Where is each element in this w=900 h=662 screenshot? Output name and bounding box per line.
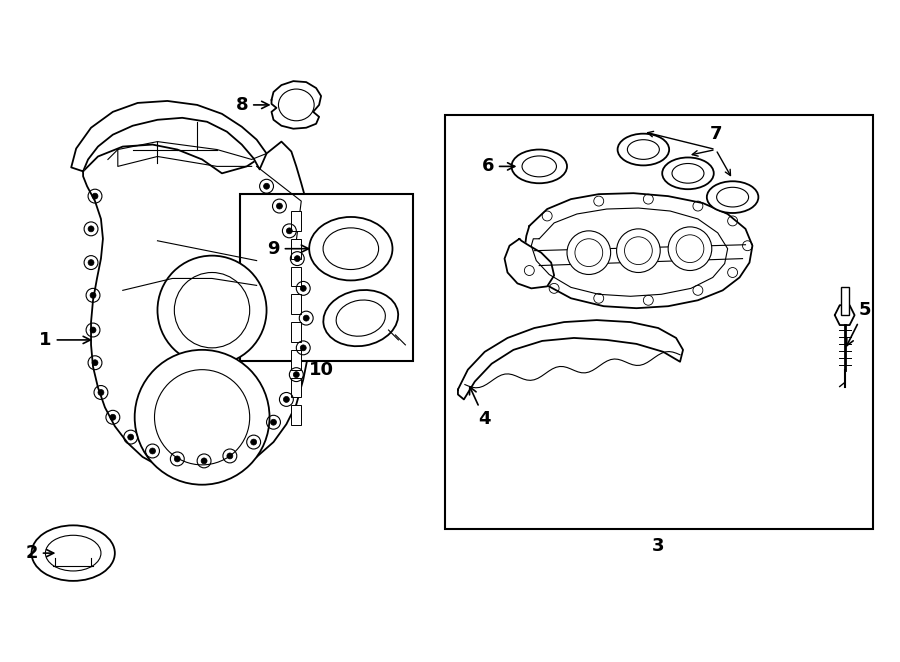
Circle shape (92, 193, 98, 199)
Circle shape (92, 359, 98, 365)
Circle shape (301, 345, 306, 351)
Circle shape (110, 414, 116, 420)
Bar (292, 267, 302, 287)
Circle shape (128, 434, 134, 440)
Circle shape (271, 419, 276, 425)
Circle shape (135, 350, 269, 485)
Circle shape (88, 260, 94, 265)
Text: 8: 8 (236, 96, 269, 114)
Circle shape (616, 229, 661, 273)
Circle shape (264, 183, 269, 189)
Polygon shape (83, 142, 313, 475)
Circle shape (175, 456, 180, 462)
Circle shape (149, 448, 156, 454)
Circle shape (227, 453, 233, 459)
Bar (445, 115, 873, 530)
Circle shape (98, 389, 104, 395)
Circle shape (294, 256, 301, 261)
Ellipse shape (662, 158, 714, 189)
Bar (239, 194, 413, 361)
Circle shape (286, 228, 292, 234)
Circle shape (158, 256, 266, 365)
Bar (292, 322, 302, 342)
Ellipse shape (310, 217, 392, 281)
Text: 1: 1 (40, 331, 90, 349)
Bar (292, 239, 302, 259)
Circle shape (567, 231, 610, 275)
Text: 10: 10 (309, 361, 334, 379)
Ellipse shape (32, 526, 115, 581)
Text: 6: 6 (482, 158, 515, 175)
Circle shape (88, 226, 94, 232)
Circle shape (303, 315, 310, 321)
Bar (292, 295, 302, 314)
Text: 3: 3 (652, 537, 664, 555)
Bar (292, 377, 302, 397)
Polygon shape (834, 305, 855, 325)
Polygon shape (525, 193, 752, 308)
Text: 7: 7 (709, 124, 722, 143)
Polygon shape (505, 239, 554, 289)
Polygon shape (458, 320, 683, 399)
Circle shape (301, 285, 306, 291)
Circle shape (90, 327, 96, 333)
Text: 5: 5 (847, 301, 870, 346)
Circle shape (284, 397, 290, 402)
Bar (841, 287, 849, 315)
Ellipse shape (511, 150, 567, 183)
Polygon shape (272, 81, 321, 128)
Circle shape (90, 293, 96, 299)
Circle shape (251, 439, 256, 445)
Circle shape (201, 458, 207, 464)
Text: 4: 4 (470, 387, 491, 428)
Ellipse shape (706, 181, 759, 213)
Bar (292, 350, 302, 369)
Ellipse shape (323, 290, 398, 346)
Text: 2: 2 (25, 544, 54, 562)
Bar (292, 405, 302, 425)
Text: 9: 9 (267, 240, 309, 258)
Circle shape (668, 227, 712, 271)
Ellipse shape (617, 134, 669, 166)
Bar (292, 211, 302, 231)
Circle shape (293, 371, 300, 377)
Polygon shape (71, 101, 266, 171)
Circle shape (276, 203, 283, 209)
